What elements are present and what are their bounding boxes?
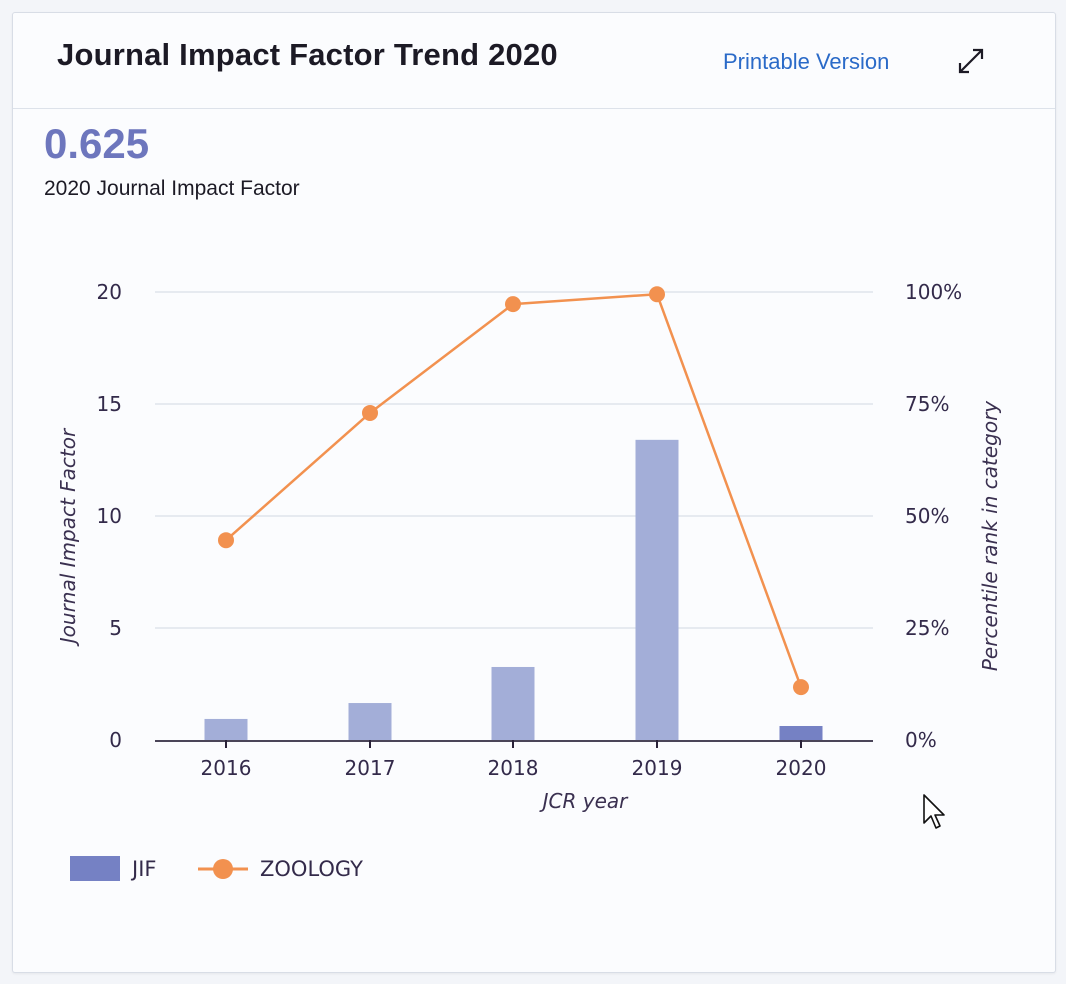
x-tick-label: 2018 bbox=[488, 756, 539, 780]
y-tick-label: 10 bbox=[97, 504, 122, 528]
y-tick-label: 20 bbox=[97, 280, 122, 304]
zoology-line bbox=[218, 286, 809, 696]
x-tick-label: 2020 bbox=[776, 756, 827, 780]
printable-version-link[interactable]: Printable Version bbox=[723, 49, 890, 74]
x-tick-label: 2019 bbox=[632, 756, 683, 780]
legend-zoology-label[interactable]: ZOOLOGY bbox=[260, 857, 363, 881]
jif-bars bbox=[204, 439, 823, 740]
expand-diagonal-arrows-icon bbox=[958, 48, 984, 74]
y2-axis-title: Percentile rank in category bbox=[978, 400, 1002, 671]
y2-tick-label: 75% bbox=[905, 392, 949, 416]
x-axis-title: JCR year bbox=[539, 789, 630, 813]
y-tick-label: 15 bbox=[97, 392, 122, 416]
y-tick-label: 0 bbox=[109, 728, 122, 752]
legend-jif-label[interactable]: JIF bbox=[130, 857, 156, 881]
jif-bar bbox=[491, 666, 535, 740]
zoology-point bbox=[505, 296, 521, 313]
tick-labels: 0 5 10 15 20 0% 25% 50% 75% 100% 2016 2017 2018 2019 2… bbox=[97, 280, 963, 780]
jif-trend-card: Journal Impact Factor Trend 2020 Printab… bbox=[12, 12, 1056, 973]
grid-lines bbox=[155, 291, 873, 629]
jif-caption: 2020 Journal Impact Factor bbox=[44, 177, 300, 200]
y2-tick-label: 25% bbox=[905, 616, 949, 640]
zoology-point bbox=[793, 679, 809, 696]
card-title: Journal Impact Factor Trend 2020 bbox=[57, 37, 558, 72]
y2-tick-label: 100% bbox=[905, 280, 962, 304]
y2-tick-label: 50% bbox=[905, 504, 949, 528]
zoology-point bbox=[649, 286, 665, 303]
x-axis bbox=[155, 740, 873, 748]
legend: JIF ZOOLOGY bbox=[70, 856, 363, 881]
x-tick-label: 2016 bbox=[201, 756, 252, 780]
legend-jif-swatch[interactable] bbox=[70, 856, 120, 881]
expand-button[interactable] bbox=[955, 45, 987, 77]
zoology-point bbox=[218, 532, 234, 549]
jif-value: 0.625 bbox=[44, 120, 150, 167]
legend-zoology-dot bbox=[213, 859, 233, 879]
zoology-point bbox=[362, 404, 378, 421]
y-axis-title: Journal Impact Factor bbox=[56, 427, 80, 647]
jif-bar bbox=[779, 726, 823, 740]
y-tick-label: 5 bbox=[109, 616, 122, 640]
mouse-cursor-icon bbox=[922, 793, 948, 838]
jif-bar bbox=[204, 718, 248, 740]
jif-bar bbox=[348, 703, 392, 740]
card-header: Journal Impact Factor Trend 2020 Printab… bbox=[13, 13, 1055, 109]
jif-bar bbox=[635, 439, 679, 740]
y2-tick-label: 0% bbox=[905, 728, 937, 752]
x-tick-label: 2017 bbox=[345, 756, 396, 780]
